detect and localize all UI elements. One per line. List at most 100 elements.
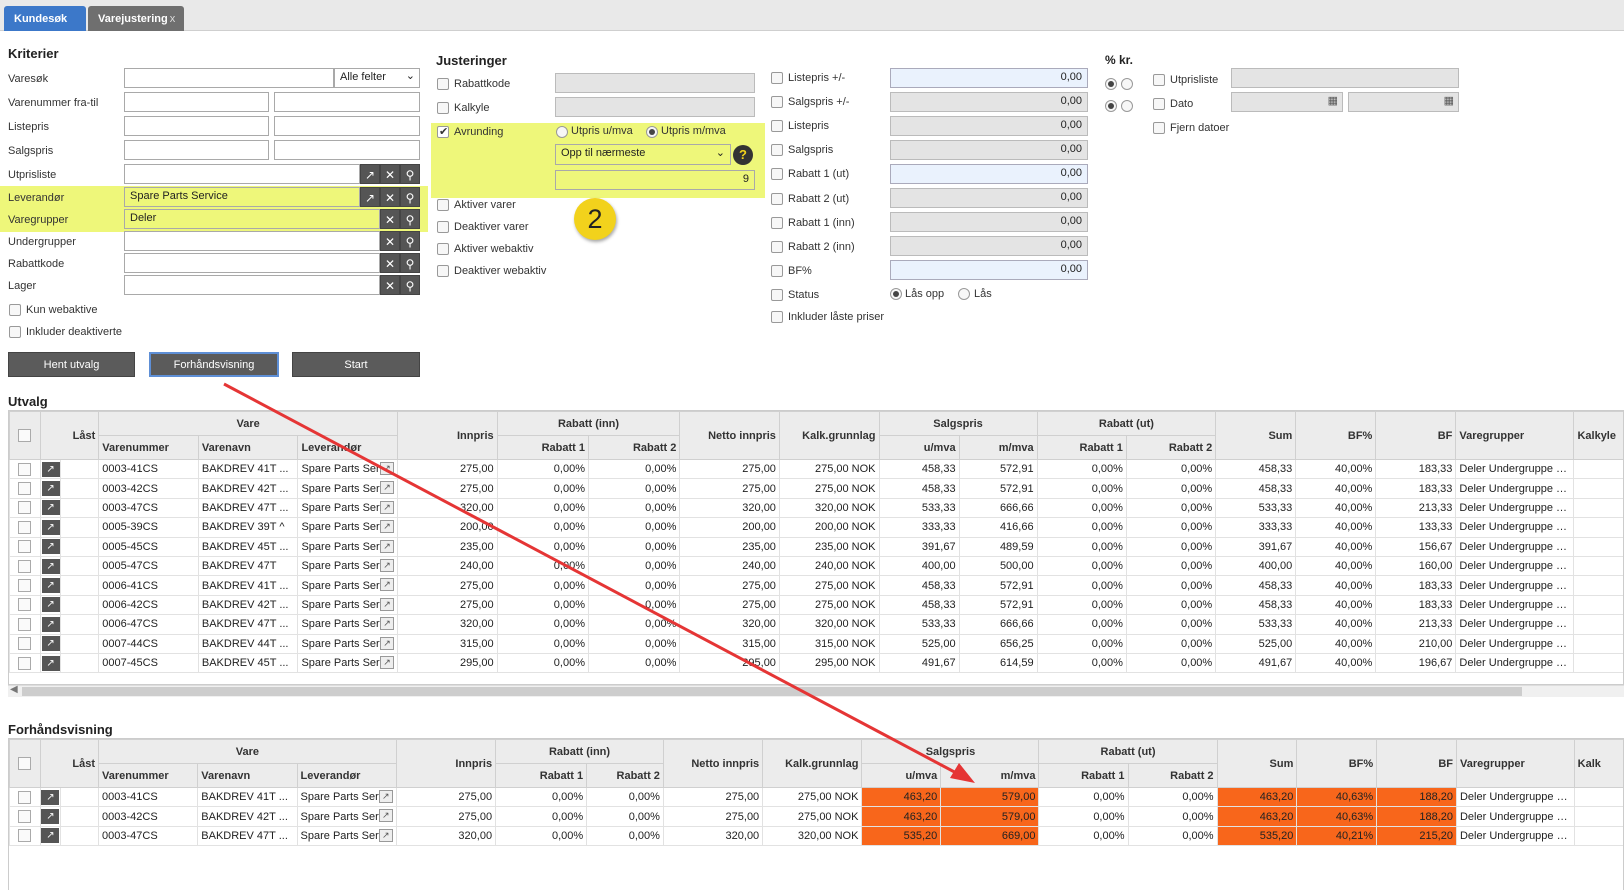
calendar-icon[interactable]: ▦ [1327, 95, 1338, 107]
scroll-left-icon[interactable]: ◀ [10, 684, 18, 695]
col-varenummer[interactable]: Varenummer [97, 763, 199, 788]
table-row[interactable]: ↗ 0005-47CS BAKDREV 47T Spare Parts Ser ↗ 240… [9, 555, 1623, 577]
salgspris-pm-input[interactable]: 0,00 [890, 92, 1088, 112]
row-open-cell[interactable]: ↗ [39, 575, 62, 596]
col-varegrupper[interactable]: Varegrupper [1455, 739, 1575, 788]
col-last[interactable]: Låst [39, 411, 100, 460]
select-all-cell[interactable] [9, 739, 41, 788]
select-all-checkbox[interactable] [18, 429, 32, 442]
las-radio[interactable] [958, 288, 970, 300]
col-kalkyle[interactable]: Kalk [1573, 739, 1623, 788]
open-arrow-icon[interactable]: ↗ [41, 539, 60, 555]
col-kalk[interactable]: Kalk.grunnlag [778, 411, 880, 460]
utprisliste-adjust-input[interactable] [1231, 68, 1459, 88]
listepris-checkbox[interactable] [771, 120, 783, 132]
kun-webaktive-checkbox[interactable] [9, 304, 21, 316]
open-supplier-icon[interactable]: ↗ [380, 578, 395, 592]
row-checkbox[interactable] [18, 829, 32, 843]
row-checkbox[interactable] [18, 501, 32, 515]
forhandsvisning-button[interactable]: Forhåndsvisning [149, 352, 279, 377]
row-open-cell[interactable]: ↗ [39, 536, 62, 557]
aktiver-varer-checkbox[interactable] [437, 199, 449, 211]
open-supplier-icon[interactable]: ↗ [380, 636, 395, 650]
row-select-cell[interactable] [9, 825, 41, 847]
las-opp-radio[interactable] [890, 288, 902, 300]
col-sum[interactable]: Sum [1215, 411, 1297, 460]
bf-checkbox[interactable] [771, 265, 783, 277]
open-supplier-icon[interactable]: ↗ [380, 655, 395, 669]
row-open-cell[interactable]: ↗ [39, 517, 62, 538]
col-last[interactable]: Låst [39, 739, 100, 788]
row-checkbox[interactable] [18, 790, 32, 804]
col-bfp[interactable]: BF% [1296, 739, 1378, 788]
col-rabatt1[interactable]: Rabatt 1 [496, 435, 589, 460]
row-open-cell[interactable]: ↗ [39, 594, 62, 616]
open-supplier-icon[interactable]: ↗ [380, 481, 395, 495]
col-netto[interactable]: Netto innpris [662, 739, 764, 788]
open-arrow-icon[interactable]: ↗ [41, 616, 60, 632]
table-row[interactable]: ↗ 0006-47CS BAKDREV 47T ... Spare Parts Ser… [9, 614, 1623, 635]
table-row[interactable]: ↗ 0006-41CS BAKDREV 41T ... Spare Parts Ser… [9, 575, 1623, 596]
bf-input[interactable]: 0,00 [890, 260, 1088, 280]
row-select-cell[interactable] [9, 652, 41, 674]
kalkyle-checkbox[interactable] [437, 102, 449, 114]
rabatt2-ut-checkbox[interactable] [771, 193, 783, 205]
col-varenummer[interactable]: Varenummer [98, 435, 199, 460]
salgspris-til-input[interactable] [274, 140, 420, 160]
open-supplier-icon[interactable]: ↗ [380, 617, 395, 631]
col-rabatt1-ut[interactable]: Rabatt 1 [1038, 763, 1129, 788]
kr-radio[interactable] [1121, 100, 1133, 112]
rabatt1-inn-checkbox[interactable] [771, 217, 783, 229]
utpris-mmva-radio[interactable] [646, 126, 658, 138]
col-bfp[interactable]: BF% [1295, 411, 1377, 460]
rabattkode-input[interactable] [124, 253, 380, 273]
col-leverandor[interactable]: Leverandør [296, 763, 397, 788]
row-open-cell[interactable]: ↗ [39, 555, 62, 577]
listepris-pm-input[interactable]: 0,00 [890, 68, 1088, 88]
table-row[interactable]: ↗ 0003-41CS BAKDREV 41T ... Spare Parts Ser… [9, 458, 1623, 480]
row-checkbox[interactable] [18, 810, 32, 824]
calendar-icon[interactable]: ▦ [1443, 95, 1454, 107]
table-row[interactable]: ↗ 0003-42CS BAKDREV 42T ... Spare Parts Ser… [9, 478, 1623, 499]
listepris-adjust-input[interactable]: 0,00 [890, 116, 1088, 136]
row-open-cell[interactable]: ↗ [39, 786, 62, 808]
col-kalk[interactable]: Kalk.grunnlag [762, 739, 863, 788]
search-icon[interactable]: ⚲ [400, 164, 420, 184]
undergrupper-input[interactable] [124, 231, 380, 251]
row-checkbox[interactable] [18, 559, 32, 573]
col-rabatt1-ut[interactable]: Rabatt 1 [1036, 435, 1127, 460]
col-rabatt2[interactable]: Rabatt 2 [586, 763, 664, 788]
col-varenavn[interactable]: Varenavn [197, 435, 299, 460]
inkluder-laste-checkbox[interactable] [771, 311, 783, 323]
open-supplier-icon[interactable]: ↗ [378, 790, 393, 803]
row-open-cell[interactable]: ↗ [39, 458, 62, 480]
varegrupper-input[interactable]: Deler [124, 209, 380, 229]
row-select-cell[interactable] [9, 517, 41, 538]
row-checkbox[interactable] [18, 637, 32, 651]
clear-icon[interactable]: ✕ [380, 164, 400, 184]
search-icon[interactable]: ⚲ [400, 231, 420, 251]
row-open-cell[interactable]: ↗ [39, 825, 62, 847]
col-bf[interactable]: BF [1376, 739, 1457, 788]
open-supplier-icon[interactable]: ↗ [378, 809, 393, 823]
scroll-thumb[interactable] [22, 687, 1522, 696]
salgspris-pm-checkbox[interactable] [771, 96, 783, 108]
utpris-umva-radio[interactable] [556, 126, 568, 138]
rabatt1-ut-checkbox[interactable] [771, 168, 783, 180]
select-all-cell[interactable] [9, 411, 41, 460]
open-arrow-icon[interactable]: ↗ [41, 655, 60, 671]
table-row[interactable]: ↗ 0007-44CS BAKDREV 44T ... Spare Parts Ser… [9, 633, 1623, 654]
clear-icon[interactable]: ✕ [380, 275, 400, 295]
row-select-cell[interactable] [9, 575, 41, 596]
dato-checkbox[interactable] [1153, 98, 1165, 110]
row-open-cell[interactable]: ↗ [39, 806, 62, 827]
lager-input[interactable] [124, 275, 380, 295]
salgspris-fra-input[interactable] [124, 140, 269, 160]
open-arrow-icon[interactable]: ↗ [41, 809, 60, 825]
avrunding-select[interactable]: Opp til nærmeste ⌄ [555, 144, 731, 165]
rabatt2-inn-input[interactable]: 0,00 [890, 236, 1088, 256]
col-sum[interactable]: Sum [1216, 739, 1298, 788]
varesok-field-select[interactable]: Alle felter ⌄ [334, 68, 420, 88]
col-kalkyle[interactable]: Kalkyle [1573, 411, 1623, 460]
avrunding-checkbox[interactable] [437, 125, 449, 138]
